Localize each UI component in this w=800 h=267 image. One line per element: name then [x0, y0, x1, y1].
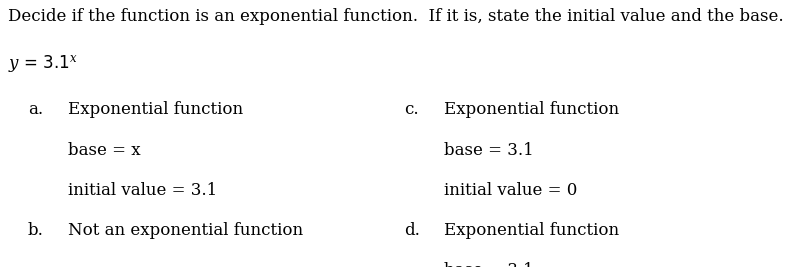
Text: Not an exponential function: Not an exponential function	[68, 222, 303, 239]
Text: base = 3.1: base = 3.1	[444, 142, 534, 159]
Text: Decide if the function is an exponential function.  If it is, state the initial : Decide if the function is an exponential…	[8, 8, 784, 25]
Text: base = 3.1: base = 3.1	[444, 262, 534, 267]
Text: Exponential function: Exponential function	[444, 222, 619, 239]
Text: c.: c.	[404, 101, 418, 119]
Text: initial value = 3.1: initial value = 3.1	[68, 182, 218, 199]
Text: $\mathit{y}$ = 3.1$^{x}$: $\mathit{y}$ = 3.1$^{x}$	[8, 53, 78, 75]
Text: Exponential function: Exponential function	[68, 101, 243, 119]
Text: base = x: base = x	[68, 142, 141, 159]
Text: a.: a.	[28, 101, 43, 119]
Text: initial value = 0: initial value = 0	[444, 182, 578, 199]
Text: b.: b.	[28, 222, 44, 239]
Text: d.: d.	[404, 222, 420, 239]
Text: Exponential function: Exponential function	[444, 101, 619, 119]
